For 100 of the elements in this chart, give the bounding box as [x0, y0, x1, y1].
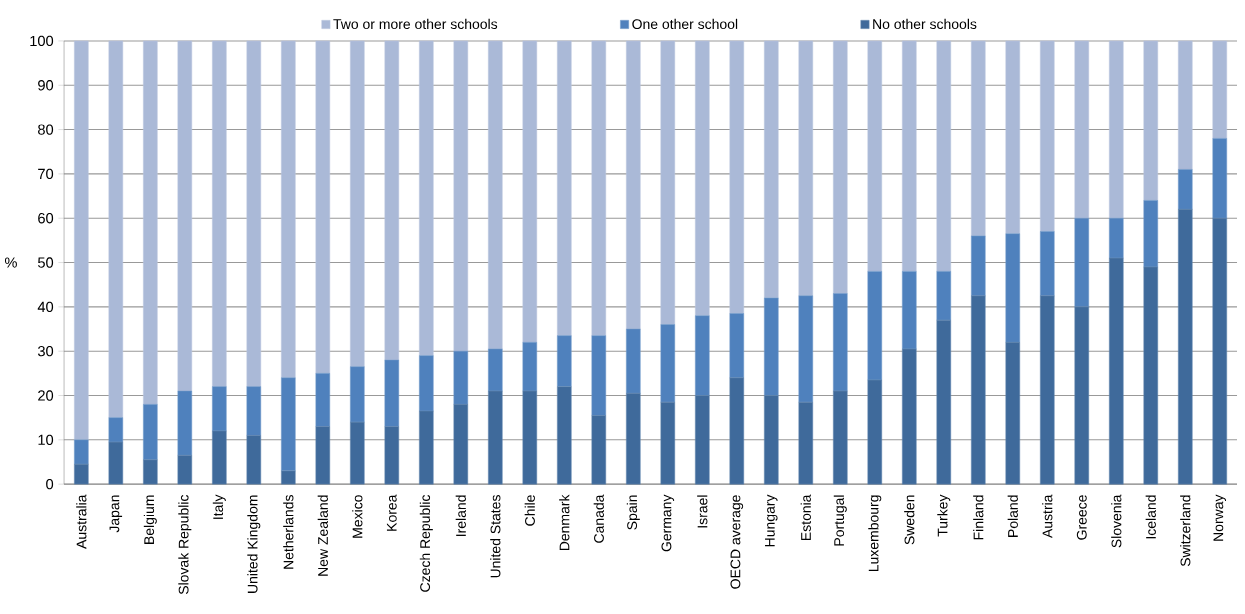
x-tick-label: Chile [524, 495, 535, 526]
bar [936, 319, 952, 485]
bar [212, 386, 227, 432]
y-tick-label: 30 [37, 346, 54, 357]
bar [350, 366, 365, 423]
bar [246, 386, 262, 436]
bar [902, 348, 917, 485]
bar [798, 401, 814, 485]
bar [971, 40, 986, 237]
y-tick-label: 0 [46, 479, 54, 490]
bar [729, 377, 745, 485]
bar [488, 390, 503, 485]
y-axis-title: % [4, 257, 17, 268]
bar [143, 404, 158, 461]
x-tick-label: Czech Republic [419, 494, 433, 592]
bar [1074, 217, 1090, 308]
bar [1109, 217, 1124, 259]
bar [1109, 257, 1124, 485]
x-tick-label: Estonia [800, 494, 811, 541]
bar [764, 395, 779, 485]
x-tick-label: Belgium [143, 495, 157, 544]
bar [1143, 200, 1159, 268]
x-tick-label: Austria [1042, 494, 1053, 539]
bar [1212, 217, 1228, 485]
x-tick-label: Luxembourg [868, 495, 882, 572]
bar [419, 40, 434, 356]
x-tick-label: Spain [626, 495, 640, 530]
bar [833, 40, 848, 294]
bar [212, 40, 227, 387]
bar [1005, 40, 1021, 235]
bar [419, 410, 434, 485]
bar [453, 350, 469, 405]
bar [246, 435, 262, 485]
bar [350, 40, 365, 367]
bar [384, 426, 400, 485]
x-tick-label: United States [490, 495, 501, 578]
bar [626, 328, 641, 394]
bar [1143, 266, 1159, 485]
bar [1109, 40, 1124, 219]
bar [522, 40, 538, 343]
bar [833, 293, 848, 392]
bar [695, 395, 710, 485]
bar [281, 470, 296, 485]
bar [453, 404, 469, 485]
legend-label: Two or more other schools [333, 18, 498, 30]
bar [177, 455, 193, 485]
y-tick-label: 50 [37, 257, 54, 268]
bar [177, 390, 193, 456]
bar [384, 359, 400, 427]
bar [315, 40, 331, 374]
bar [281, 377, 296, 472]
x-tick-label: Turkey [937, 494, 951, 537]
bar [798, 295, 814, 403]
legend-label: No other schools [873, 18, 977, 30]
bar [660, 324, 676, 403]
bar [212, 430, 227, 485]
bar [936, 40, 952, 272]
y-tick-label: 40 [37, 301, 54, 313]
bar [798, 40, 814, 297]
bar [902, 271, 917, 350]
x-tick-label: Denmark [559, 494, 570, 551]
bar [1005, 233, 1021, 343]
bar [1074, 306, 1090, 485]
bar [591, 40, 607, 336]
bar [488, 348, 503, 392]
bar [660, 401, 676, 485]
x-tick-label: Korea [386, 494, 397, 531]
x-tick-label: Netherlands [283, 495, 294, 569]
bar [1040, 231, 1055, 297]
bar [591, 335, 607, 416]
bar [971, 295, 986, 485]
bar [419, 355, 434, 412]
bar [522, 390, 538, 485]
bar [729, 40, 745, 314]
bar [591, 415, 607, 485]
y-tick-label: 70 [38, 168, 54, 180]
bar [557, 335, 572, 387]
bar [764, 297, 779, 396]
bar [695, 315, 710, 396]
bar [626, 393, 641, 485]
bar [557, 40, 572, 336]
x-tick-label: Ireland [455, 495, 466, 536]
bar [695, 40, 710, 317]
x-tick-label: Canada [593, 494, 604, 543]
bar [143, 459, 158, 485]
bar [557, 386, 572, 485]
bar [1178, 169, 1193, 210]
x-tick-label: Israel [697, 495, 708, 528]
bar [971, 235, 986, 297]
bar [867, 271, 883, 381]
x-tick-label: Switzerland [1180, 495, 1191, 567]
bar [143, 40, 158, 405]
x-tick-label: Iceland [1145, 495, 1156, 539]
x-tick-label: New Zealand [317, 495, 328, 576]
bar [902, 40, 917, 272]
bar [833, 390, 848, 485]
bar [74, 463, 89, 485]
bar [1212, 138, 1228, 219]
x-tick-label: Slovak Republic [178, 494, 192, 595]
x-tick-label: Australia [76, 494, 87, 549]
